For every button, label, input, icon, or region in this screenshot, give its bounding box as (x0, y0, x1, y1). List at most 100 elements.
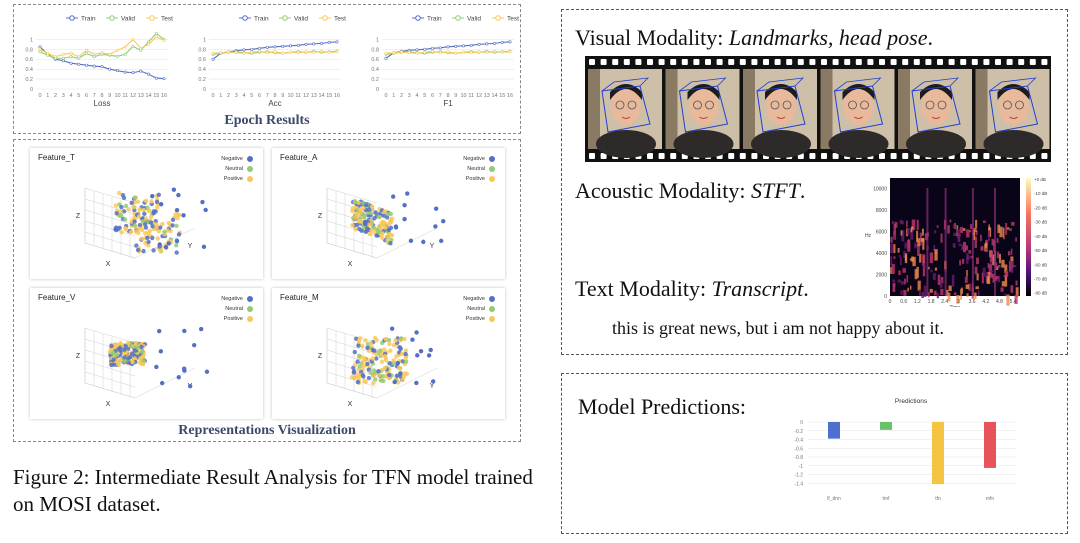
spectral-energy (890, 243, 894, 254)
series-point (123, 45, 127, 49)
series-point (477, 50, 481, 54)
scatter-point (388, 348, 393, 353)
spectral-energy (893, 223, 896, 232)
scatter-point (116, 362, 121, 368)
face (611, 87, 641, 125)
scatter-point (399, 336, 404, 341)
spec-x-tick: 2.4 (941, 299, 948, 305)
scatter-point (373, 210, 378, 215)
y-tick-label: -0.8 (794, 455, 803, 461)
spectral-energy (919, 232, 922, 243)
scatter-point (151, 209, 157, 214)
series-point (454, 44, 458, 48)
spectral-energy (933, 245, 936, 251)
z-axis-label: Z (76, 353, 81, 360)
series-point (304, 50, 308, 54)
model-predictions-label: Model Predictions: (578, 394, 747, 419)
grid-line (84, 220, 136, 237)
sprocket-hole (821, 153, 827, 159)
x-tick-label: 10 (287, 93, 293, 99)
scatter-point (147, 228, 153, 234)
outlier-point (158, 202, 164, 207)
scatter-point (142, 211, 147, 217)
series-point (258, 46, 262, 50)
spectral-energy (1007, 227, 1010, 230)
spectral-energy (910, 226, 914, 230)
x-tick-label: 0 (211, 93, 214, 99)
spectral-energy (974, 236, 977, 248)
face (766, 87, 796, 125)
scatter-point (365, 361, 370, 367)
scatter-point (402, 336, 407, 342)
face-frame (588, 69, 662, 158)
outlier-point (441, 218, 446, 224)
scatter-point (393, 338, 398, 343)
sprocket-hole (728, 153, 735, 159)
sprocket-hole (913, 59, 920, 65)
scatter-point (139, 344, 144, 350)
colorbar-label: -60 dB (1034, 262, 1047, 267)
x-tick-label: 13 (311, 93, 317, 99)
face-frame (820, 69, 895, 158)
spectral-energy (984, 242, 988, 248)
outlier-point (200, 199, 205, 205)
outlier-point (414, 380, 419, 386)
outlier-point (166, 241, 171, 246)
series-point (61, 59, 65, 63)
series-point (327, 40, 331, 44)
series-point (38, 50, 42, 54)
series-point (69, 51, 73, 55)
scatter-point (122, 347, 127, 352)
sprocket-hole (983, 59, 990, 65)
series-point (469, 43, 473, 47)
face-frames-filmstrip (585, 56, 1051, 162)
glasses-left (615, 100, 625, 110)
series-point (312, 50, 316, 54)
y-tick-label: -0.2 (794, 429, 803, 435)
outlier-point (204, 369, 210, 374)
figure-caption: Figure 2: Intermediate Result Analysis f… (13, 465, 533, 516)
scatter-point (137, 207, 142, 212)
scatter-point (378, 348, 383, 353)
spectral-energy (966, 269, 968, 277)
spectral-energy (934, 230, 937, 234)
series-point (116, 54, 120, 58)
scatter-point (118, 357, 123, 362)
head-pose-box-back (834, 77, 882, 92)
sprocket-hole (1006, 59, 1013, 65)
y-tick-label: 1 (30, 37, 33, 43)
x-axis-label: Loss (94, 99, 111, 108)
outlier-point (181, 213, 186, 218)
x-tick-label: 10 (460, 93, 466, 99)
series-point (100, 65, 104, 69)
spectral-energy (962, 241, 966, 253)
sprocket-hole (600, 59, 607, 65)
spectral-energy (961, 244, 964, 251)
sprocket-hole (809, 153, 816, 159)
scatter-point (391, 358, 396, 363)
spectral-energy (921, 292, 925, 299)
spectral-energy (988, 264, 993, 275)
scatter-point (123, 226, 128, 231)
y-tick-label: 0.2 (25, 77, 33, 83)
x-tick-label: 12 (303, 93, 309, 99)
x-tick-label: 5 (77, 93, 80, 99)
scatter-point (356, 353, 362, 358)
outlier-point (418, 348, 424, 354)
grid-line (84, 327, 136, 344)
scatter-point (117, 348, 123, 353)
spectral-energy (998, 233, 1001, 236)
colorbar-label: -30 dB (1034, 220, 1047, 225)
x-tick-label: 14 (145, 93, 151, 99)
series-point (53, 55, 57, 59)
visual-modality-label: Visual Modality: Landmarks, head pose. (575, 25, 934, 50)
outlier-point (157, 328, 162, 334)
outlier-point (201, 244, 207, 250)
prediction-bar (880, 422, 892, 430)
spec-x-label: Time (950, 305, 961, 307)
spectral-energy (904, 278, 906, 285)
series-point (92, 64, 96, 68)
spec-y-tick: 10000 (873, 187, 887, 193)
spectral-energy (899, 257, 902, 266)
